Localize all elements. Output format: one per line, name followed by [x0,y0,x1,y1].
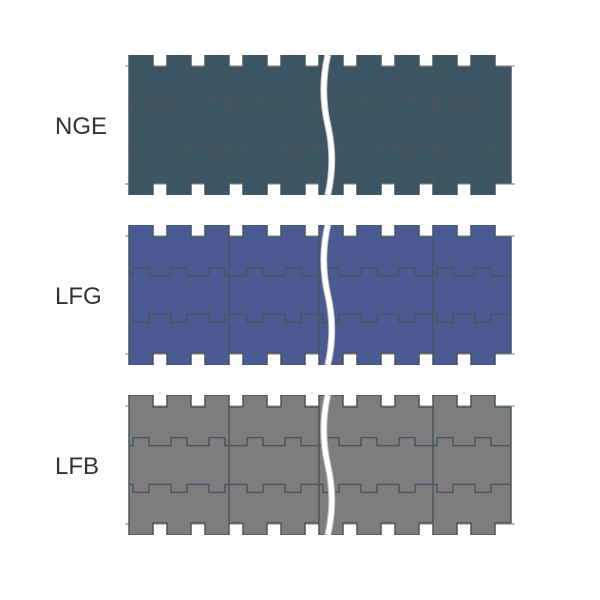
belt-svg [125,395,515,535]
belt-graphic [125,55,515,195]
belt-graphic [125,225,515,365]
belt-label: LFB [55,453,99,481]
belt-label: NGE [55,113,107,141]
belt-svg [125,55,515,195]
belt-label: LFG [55,283,102,311]
belt-color-diagram: NGE LFG LFB [0,0,600,600]
belt-graphic [125,395,515,535]
belt-svg [125,225,515,365]
